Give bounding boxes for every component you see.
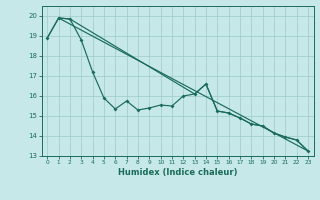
X-axis label: Humidex (Indice chaleur): Humidex (Indice chaleur) (118, 168, 237, 177)
